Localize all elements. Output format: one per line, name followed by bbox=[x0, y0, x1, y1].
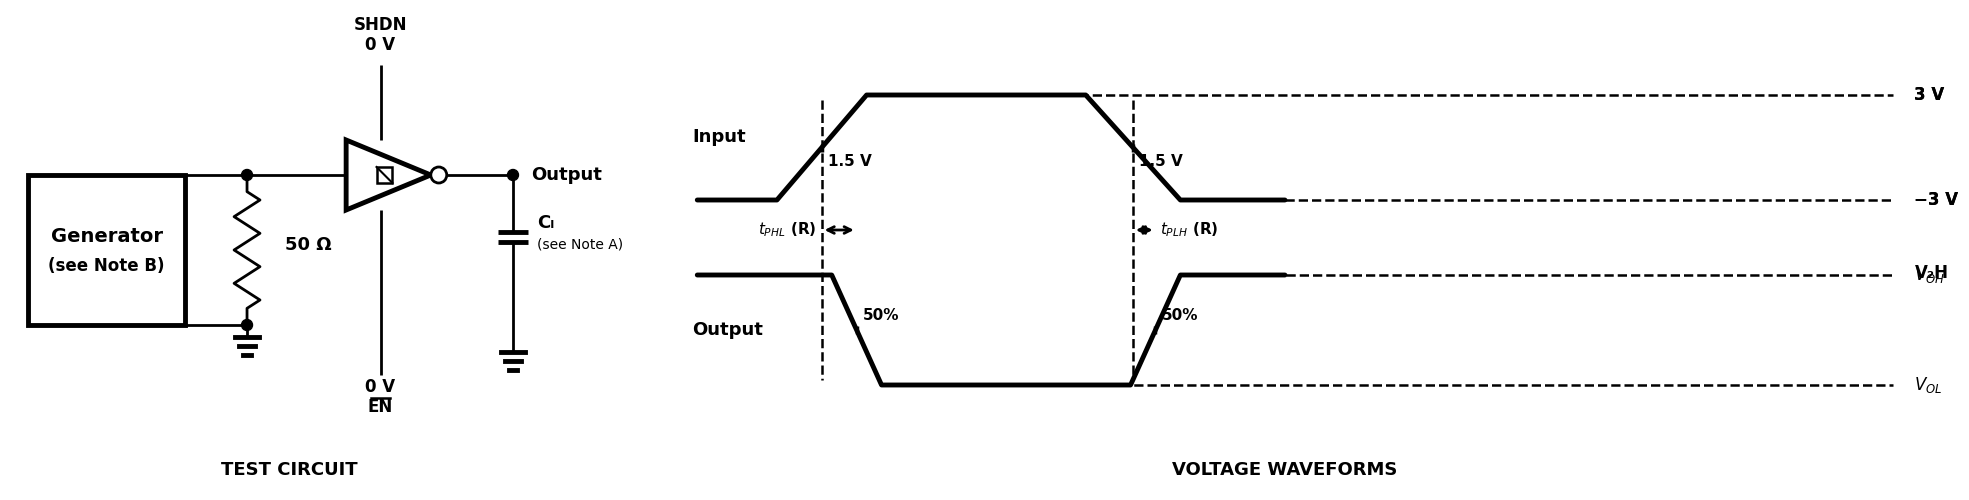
Text: −3 V: −3 V bbox=[1914, 191, 1959, 209]
Text: Cₗ: Cₗ bbox=[538, 214, 553, 232]
Text: 3 V: 3 V bbox=[1914, 86, 1945, 104]
Text: TEST CIRCUIT: TEST CIRCUIT bbox=[221, 461, 356, 479]
Circle shape bbox=[508, 170, 518, 180]
Text: $V_{OL}$: $V_{OL}$ bbox=[1914, 375, 1943, 395]
Text: Generator: Generator bbox=[51, 226, 163, 246]
Text: 50 Ω: 50 Ω bbox=[286, 236, 331, 254]
Text: VOLTAGE WAVEFORMS: VOLTAGE WAVEFORMS bbox=[1172, 461, 1398, 479]
Text: V₂H: V₂H bbox=[1914, 264, 1949, 282]
Text: Output: Output bbox=[693, 321, 764, 339]
Text: (see Note A): (see Note A) bbox=[538, 238, 622, 252]
Text: 0 V: 0 V bbox=[366, 36, 396, 54]
Text: $t_{PLH}$ (R): $t_{PLH}$ (R) bbox=[1160, 220, 1219, 240]
Bar bbox=[28, 175, 185, 325]
Bar bbox=[376, 167, 392, 183]
Circle shape bbox=[242, 170, 252, 180]
Circle shape bbox=[242, 320, 252, 330]
Circle shape bbox=[431, 167, 447, 183]
Text: (see Note B): (see Note B) bbox=[49, 257, 165, 275]
Text: Input: Input bbox=[693, 128, 746, 146]
Text: 0 V: 0 V bbox=[366, 378, 396, 396]
Text: $V_{OH}$: $V_{OH}$ bbox=[1914, 265, 1945, 285]
Text: 3 V: 3 V bbox=[1914, 86, 1945, 104]
Text: EN: EN bbox=[368, 398, 394, 416]
Text: 1.5 V: 1.5 V bbox=[1138, 154, 1183, 169]
Text: 1.5 V: 1.5 V bbox=[827, 154, 872, 169]
Text: $t_{PHL}$ (R): $t_{PHL}$ (R) bbox=[758, 220, 817, 240]
Text: 50%: 50% bbox=[862, 308, 900, 322]
Text: SHDN: SHDN bbox=[354, 16, 408, 34]
Text: Output: Output bbox=[532, 166, 603, 184]
Text: 50%: 50% bbox=[1162, 308, 1197, 322]
Text: −3 V: −3 V bbox=[1914, 191, 1959, 209]
